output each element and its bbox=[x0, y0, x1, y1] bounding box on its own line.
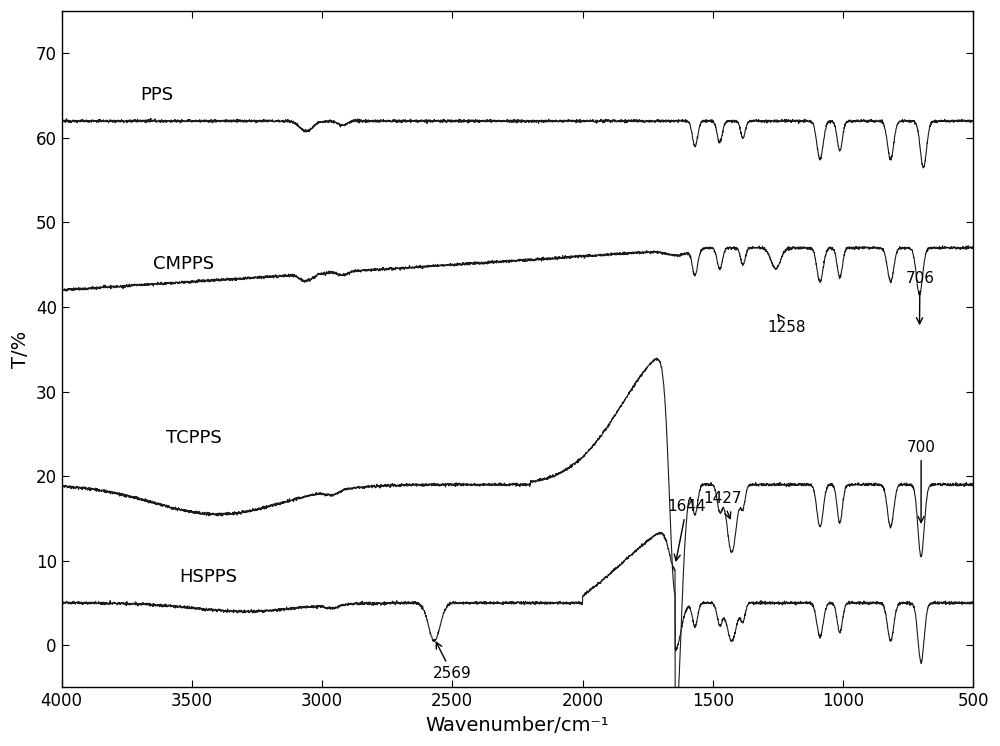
Y-axis label: T/%: T/% bbox=[11, 330, 30, 368]
Text: 1427: 1427 bbox=[703, 491, 741, 518]
Text: 1258: 1258 bbox=[768, 314, 806, 335]
Text: 700: 700 bbox=[907, 440, 936, 522]
Text: HSPPS: HSPPS bbox=[179, 568, 237, 586]
Text: 2569: 2569 bbox=[433, 642, 472, 681]
Text: CMPPS: CMPPS bbox=[153, 255, 214, 273]
Text: TCPPS: TCPPS bbox=[166, 428, 222, 447]
Text: PPS: PPS bbox=[140, 86, 173, 104]
Text: 1644: 1644 bbox=[667, 499, 706, 561]
Text: 706: 706 bbox=[905, 271, 934, 324]
X-axis label: Wavenumber/cm⁻¹: Wavenumber/cm⁻¹ bbox=[426, 716, 609, 735]
